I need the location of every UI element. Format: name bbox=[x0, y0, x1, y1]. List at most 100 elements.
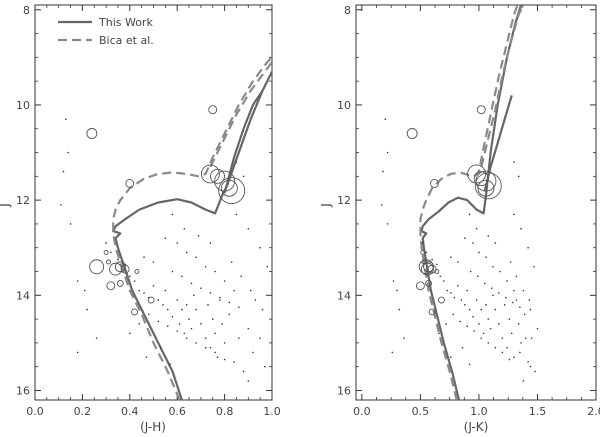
left-point-marker bbox=[67, 151, 69, 154]
right-circle-marker bbox=[421, 259, 427, 265]
left-point-marker bbox=[166, 308, 169, 311]
left-point-marker bbox=[69, 223, 72, 225]
left-point-marker bbox=[235, 213, 238, 216]
left-point-marker bbox=[209, 346, 212, 349]
right-point-marker bbox=[403, 337, 405, 339]
right-point-marker bbox=[487, 318, 490, 320]
left-y-tick-label: 8 bbox=[23, 4, 30, 17]
left-point-marker bbox=[95, 337, 98, 339]
left-point-marker bbox=[129, 275, 131, 278]
right-point-marker bbox=[398, 308, 401, 311]
right-point-marker bbox=[527, 361, 529, 363]
right-panel: 0.0 0.5 1.0 1.5 2.0 8 10 12 14 16 (J-K) J bbox=[319, 4, 600, 434]
left-point-marker bbox=[252, 351, 254, 354]
left-point-marker bbox=[264, 365, 266, 368]
left-point-marker bbox=[143, 292, 145, 294]
right-point-marker bbox=[396, 289, 398, 292]
left-point-marker bbox=[147, 296, 150, 299]
right-y-axis-label: J bbox=[319, 203, 333, 208]
right-point-marker bbox=[450, 356, 452, 358]
left-y-tick-label: 16 bbox=[16, 384, 30, 397]
left-point-marker bbox=[211, 318, 214, 320]
right-circle-marker bbox=[429, 179, 439, 188]
left-point-marker bbox=[254, 299, 257, 301]
right-y-tick-label: 16 bbox=[337, 384, 351, 397]
left-point-marker bbox=[166, 325, 169, 328]
right-y-tick-label: 8 bbox=[344, 4, 351, 17]
right-point-marker bbox=[523, 313, 526, 316]
left-point-marker bbox=[181, 275, 183, 278]
right-point-marker bbox=[501, 351, 504, 354]
left-point-marker bbox=[110, 251, 112, 254]
left-point-marker bbox=[242, 175, 245, 178]
left-x-tick-label: 0.2 bbox=[74, 405, 92, 418]
right-point-marker bbox=[501, 337, 504, 339]
left-point-marker bbox=[240, 275, 242, 278]
right-point-marker bbox=[515, 275, 518, 278]
left-x-axis-label: (J-H) bbox=[140, 420, 166, 434]
left-point-marker bbox=[219, 299, 221, 301]
right-point-marker bbox=[533, 265, 535, 268]
right-point-marker bbox=[520, 342, 522, 344]
left-point-marker bbox=[261, 308, 264, 311]
left-point-marker bbox=[223, 280, 226, 282]
right-point-marker bbox=[478, 323, 480, 325]
right-point-marker bbox=[478, 251, 480, 254]
right-point-marker bbox=[459, 320, 461, 323]
right-point-marker bbox=[472, 242, 474, 244]
right-point-marker bbox=[391, 351, 394, 354]
right-point-marker bbox=[461, 346, 464, 349]
right-circle-marker bbox=[473, 171, 489, 187]
legend: This Work Bica et al. bbox=[58, 16, 154, 47]
left-point-marker bbox=[143, 256, 145, 259]
right-circle-marker bbox=[467, 164, 487, 184]
right-solid-model-line bbox=[420, 4, 523, 401]
left-circle-marker bbox=[147, 296, 155, 304]
left-circle-markers bbox=[86, 105, 246, 316]
right-point-marker bbox=[519, 306, 521, 308]
left-circle-marker bbox=[134, 269, 140, 274]
left-point-marker bbox=[83, 289, 86, 292]
right-point-marker bbox=[520, 227, 522, 230]
right-point-marker bbox=[513, 161, 515, 163]
right-circle-marker bbox=[428, 308, 436, 316]
left-circle-marker bbox=[109, 262, 123, 276]
left-point-marker bbox=[204, 265, 207, 268]
right-x-axis-label: (J-K) bbox=[464, 420, 489, 434]
right-point-marker bbox=[536, 327, 539, 330]
right-point-marker bbox=[435, 263, 438, 266]
legend-label-this-work: This Work bbox=[98, 16, 153, 29]
right-point-marker bbox=[438, 332, 440, 335]
right-point-marker bbox=[509, 261, 512, 263]
left-x-tick-label: 0.4 bbox=[121, 405, 139, 418]
right-point-marker bbox=[528, 299, 531, 301]
left-x-tick-label: 0.8 bbox=[216, 405, 234, 418]
right-point-marker bbox=[498, 292, 500, 294]
left-point-marker bbox=[247, 380, 250, 382]
right-point-marker bbox=[450, 256, 452, 259]
left-point-marker bbox=[233, 289, 235, 292]
right-point-marker bbox=[487, 235, 490, 237]
left-solid-model-line bbox=[112, 71, 273, 401]
left-point-marker bbox=[195, 342, 197, 344]
right-point-marker bbox=[494, 346, 497, 349]
left-circle-marker bbox=[210, 168, 225, 184]
left-point-marker bbox=[190, 327, 193, 330]
right-point-marker bbox=[505, 296, 507, 299]
right-point-marker bbox=[457, 284, 459, 287]
right-point-marker bbox=[513, 356, 515, 358]
left-point-marker bbox=[228, 313, 231, 316]
left-point-marker bbox=[204, 346, 207, 349]
left-solid-model-line bbox=[223, 90, 264, 194]
right-ticks: 0.0 0.5 1.0 1.5 2.0 8 10 12 14 16 bbox=[337, 4, 600, 418]
right-point-marker bbox=[392, 280, 395, 282]
right-point-marker bbox=[480, 337, 483, 339]
left-point-marker bbox=[228, 301, 231, 304]
left-y-tick-label: 12 bbox=[16, 194, 30, 207]
right-point-markers bbox=[380, 118, 539, 382]
left-point-marker bbox=[145, 356, 148, 358]
right-point-marker bbox=[513, 289, 515, 292]
right-point-marker bbox=[508, 358, 511, 361]
left-point-marker bbox=[129, 332, 131, 335]
right-point-marker bbox=[472, 315, 474, 318]
